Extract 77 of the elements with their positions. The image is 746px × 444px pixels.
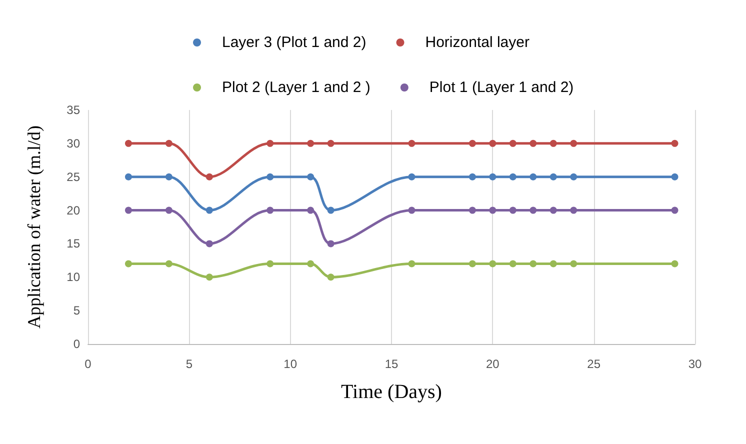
point (165, 140, 172, 147)
x-tick-label: 30 (688, 357, 702, 371)
point (327, 240, 334, 248)
point (124, 173, 132, 180)
x-tick-label: 0 (84, 357, 92, 371)
point (408, 206, 416, 214)
point (327, 274, 334, 281)
point (509, 140, 516, 147)
point (489, 260, 496, 268)
point (266, 260, 274, 268)
point (530, 260, 537, 268)
y-tick-label: 0 (73, 337, 80, 351)
point (489, 140, 496, 147)
point (165, 206, 172, 214)
y-tick-label: 35 (66, 103, 80, 117)
point (671, 206, 678, 214)
point (530, 140, 537, 147)
point (530, 206, 537, 214)
y-tick-label: 30 (66, 136, 80, 150)
point (327, 206, 334, 214)
point (468, 260, 476, 268)
point (570, 173, 578, 180)
point (327, 140, 334, 147)
point (550, 140, 557, 147)
point (206, 173, 213, 180)
y-tick-label: 10 (66, 270, 80, 284)
x-axis-title: Time (Days) (341, 381, 442, 403)
point (266, 173, 274, 180)
point (550, 173, 557, 180)
point (570, 206, 578, 214)
point (671, 173, 678, 180)
point (550, 260, 557, 268)
y-tick-label: 20 (66, 203, 80, 218)
y-tick-label: 15 (66, 236, 80, 251)
point (408, 173, 416, 180)
point (489, 206, 496, 214)
point (124, 206, 132, 214)
point (509, 173, 516, 180)
point (206, 240, 213, 248)
point (266, 140, 274, 147)
point (468, 206, 476, 214)
point (671, 140, 678, 147)
point (206, 274, 213, 281)
y-axis-title: Application of water (m.l/d) (24, 126, 44, 328)
legend-label: Horizontal layer (425, 34, 530, 51)
y-tick-label: 5 (73, 304, 80, 318)
point (530, 173, 537, 180)
x-tick-label: 25 (587, 357, 601, 371)
point (307, 173, 314, 180)
x-tick-label: 10 (284, 357, 298, 371)
point (165, 173, 172, 180)
legend-label: Layer 3 (Plot 1 and 2) (222, 34, 366, 51)
point (550, 206, 557, 214)
point (408, 260, 416, 268)
point (468, 140, 476, 147)
point (307, 260, 314, 268)
y-tick-label: 25 (66, 170, 80, 184)
legend-label: Plot 2 (Layer 1 and 2 ) (222, 79, 370, 96)
point (570, 140, 578, 147)
point (165, 260, 172, 268)
point (124, 260, 132, 268)
point (509, 206, 516, 214)
point (307, 140, 314, 147)
point (509, 260, 516, 268)
point (206, 206, 213, 214)
point (671, 260, 678, 268)
point (124, 140, 132, 147)
legend-label: Plot 1 (Layer 1 and 2) (429, 79, 574, 96)
x-tick-label: 5 (186, 357, 193, 371)
x-tick-label: 15 (384, 357, 398, 371)
point (570, 260, 578, 268)
x-tick-label: 20 (486, 357, 500, 371)
point (408, 140, 416, 147)
point (307, 206, 314, 214)
point (489, 173, 496, 180)
point (468, 173, 476, 180)
point (266, 206, 274, 214)
